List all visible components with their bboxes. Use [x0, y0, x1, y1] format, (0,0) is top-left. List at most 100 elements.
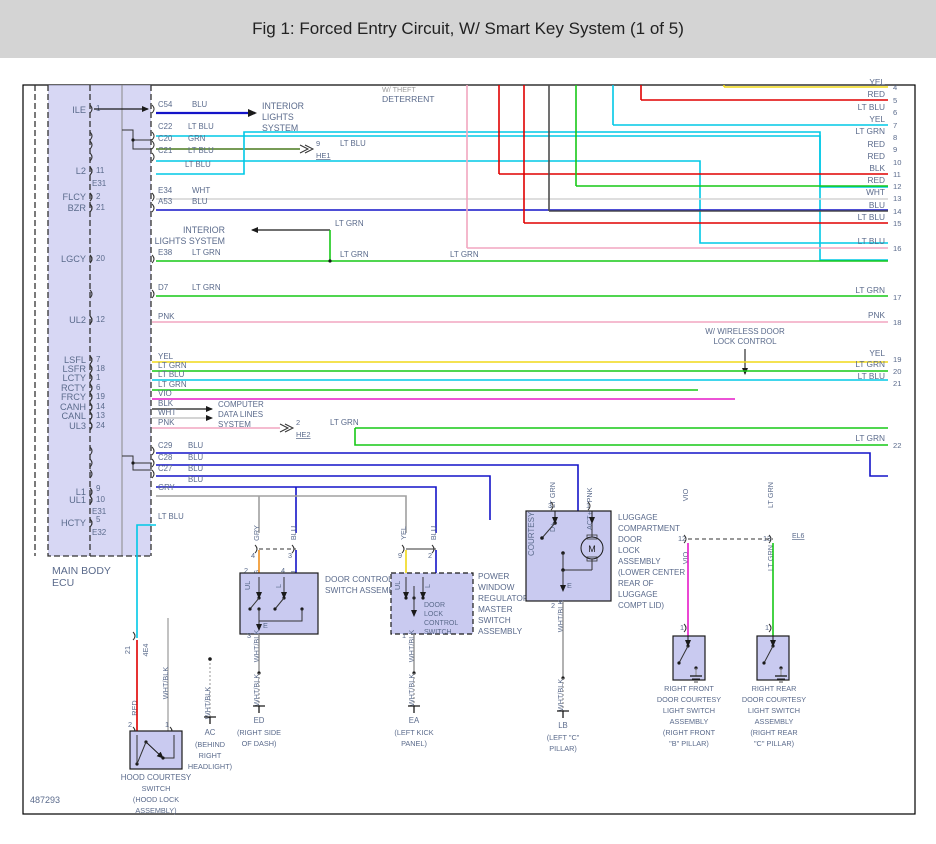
svg-text:YEL: YEL — [399, 526, 408, 540]
svg-text:COMPT LID): COMPT LID) — [618, 601, 664, 610]
svg-text:9: 9 — [893, 145, 897, 154]
svg-text:DOOR COURTESY: DOOR COURTESY — [742, 695, 806, 704]
svg-text:FRCY: FRCY — [61, 392, 86, 402]
svg-text:C27: C27 — [158, 464, 172, 473]
svg-text:WHT/BLK: WHT/BLK — [252, 674, 261, 707]
svg-text:BLU: BLU — [289, 526, 298, 540]
svg-text:A53: A53 — [158, 197, 173, 206]
svg-text:LT GRN: LT GRN — [855, 126, 885, 136]
svg-text:(BEHIND: (BEHIND — [195, 740, 225, 749]
svg-text:"B" PILLAR): "B" PILLAR) — [669, 739, 709, 748]
svg-text:LT BLU: LT BLU — [858, 102, 885, 112]
svg-text:LT BLU: LT BLU — [185, 160, 211, 169]
svg-text:ASSEMBLY: ASSEMBLY — [478, 626, 523, 636]
svg-text:LT BLU: LT BLU — [858, 212, 885, 222]
svg-text:17: 17 — [893, 293, 901, 302]
svg-text:487293: 487293 — [30, 795, 60, 805]
svg-text:PANEL): PANEL) — [401, 739, 427, 748]
svg-text:M: M — [588, 544, 596, 554]
svg-text:MASTER: MASTER — [478, 604, 513, 614]
svg-text:10: 10 — [893, 158, 901, 167]
svg-text:4: 4 — [251, 551, 255, 560]
svg-text:LT BLU: LT BLU — [858, 236, 885, 246]
svg-text:YEL: YEL — [869, 77, 885, 87]
svg-text:13: 13 — [893, 194, 901, 203]
svg-text:COMPUTER: COMPUTER — [218, 400, 264, 409]
svg-text:11: 11 — [893, 170, 901, 179]
svg-text:14: 14 — [96, 402, 105, 411]
svg-text:13: 13 — [96, 411, 105, 420]
svg-text:6: 6 — [96, 383, 101, 392]
svg-text:MAIN BODY: MAIN BODY — [52, 565, 111, 577]
svg-text:BLU: BLU — [188, 441, 204, 450]
svg-text:CONTROL: CONTROL — [424, 620, 458, 627]
svg-text:LT BLU: LT BLU — [158, 512, 184, 521]
svg-text:LT BLU: LT BLU — [188, 146, 214, 155]
svg-text:DATA LINES: DATA LINES — [218, 410, 263, 419]
svg-text:9: 9 — [316, 139, 320, 148]
svg-text:RED: RED — [867, 139, 885, 149]
svg-text:PILLAR): PILLAR) — [549, 744, 577, 753]
svg-text:11: 11 — [96, 166, 105, 175]
svg-text:INTERIOR: INTERIOR — [262, 101, 304, 111]
svg-text:WHT: WHT — [866, 187, 885, 197]
svg-text:8: 8 — [893, 133, 897, 142]
svg-text:C20: C20 — [158, 134, 173, 143]
svg-text:E34: E34 — [158, 186, 173, 195]
svg-text:BZR: BZR — [68, 203, 87, 213]
svg-text:DOOR COURTESY: DOOR COURTESY — [657, 695, 721, 704]
svg-text:ASSEMBLY): ASSEMBLY) — [135, 806, 176, 815]
svg-text:21: 21 — [123, 646, 132, 654]
svg-text:RED: RED — [867, 151, 885, 161]
svg-text:ILE: ILE — [72, 105, 86, 115]
svg-text:LB: LB — [558, 721, 568, 730]
svg-text:GRY: GRY — [252, 525, 261, 541]
svg-text:E38: E38 — [158, 248, 173, 257]
svg-text:LT BLU: LT BLU — [158, 370, 185, 379]
svg-text:LT GRN: LT GRN — [855, 285, 885, 295]
svg-text:E31: E31 — [92, 179, 107, 188]
svg-text:6: 6 — [893, 108, 897, 117]
svg-text:2: 2 — [96, 192, 101, 201]
svg-text:VIO: VIO — [681, 488, 690, 501]
svg-text:HEADLIGHT): HEADLIGHT) — [188, 762, 232, 771]
svg-text:C22: C22 — [158, 122, 172, 131]
svg-text:20: 20 — [893, 367, 901, 376]
svg-text:SWITCH: SWITCH — [478, 615, 511, 625]
svg-text:12: 12 — [893, 182, 901, 191]
svg-text:RIGHT REAR: RIGHT REAR — [752, 684, 797, 693]
svg-text:LUGGAGE: LUGGAGE — [618, 513, 658, 522]
svg-text:LT BLU: LT BLU — [858, 371, 885, 381]
svg-text:2: 2 — [428, 551, 432, 560]
svg-text:SWITCH: SWITCH — [424, 629, 452, 636]
svg-text:LT GRN: LT GRN — [158, 380, 187, 389]
svg-text:LUGGAGE: LUGGAGE — [618, 590, 658, 599]
svg-text:UL: UL — [393, 581, 402, 590]
svg-text:19: 19 — [893, 355, 901, 364]
svg-text:PNK: PNK — [158, 312, 175, 321]
svg-text:BLU: BLU — [188, 475, 204, 484]
svg-text:PNK: PNK — [868, 310, 886, 320]
svg-text:7: 7 — [96, 355, 101, 364]
svg-text:4: 4 — [893, 83, 897, 92]
svg-text:L: L — [423, 584, 432, 588]
svg-text:RED: RED — [867, 89, 885, 99]
svg-text:L2: L2 — [76, 166, 86, 176]
svg-text:RIGHT: RIGHT — [199, 751, 222, 760]
svg-text:WHT: WHT — [158, 408, 176, 417]
svg-text:LCTY: LCTY — [63, 373, 87, 383]
svg-text:21: 21 — [96, 203, 105, 212]
svg-text:LGCY: LGCY — [61, 254, 86, 264]
svg-text:DOOR CONTROL: DOOR CONTROL — [325, 574, 393, 584]
svg-text:LT GRN: LT GRN — [855, 433, 885, 443]
svg-text:COMPARTMENT: COMPARTMENT — [618, 524, 680, 533]
svg-text:ACT+: ACT+ — [585, 511, 594, 530]
svg-text:SWITCH: SWITCH — [142, 784, 171, 793]
svg-text:2: 2 — [128, 720, 132, 729]
svg-text:3: 3 — [247, 631, 251, 640]
svg-text:AC: AC — [205, 728, 216, 737]
svg-text:BLU: BLU — [188, 464, 204, 473]
svg-text:COURTESY: COURTESY — [527, 511, 536, 556]
svg-text:UL2: UL2 — [69, 315, 86, 325]
svg-text:WHT/BLK: WHT/BLK — [203, 687, 212, 720]
